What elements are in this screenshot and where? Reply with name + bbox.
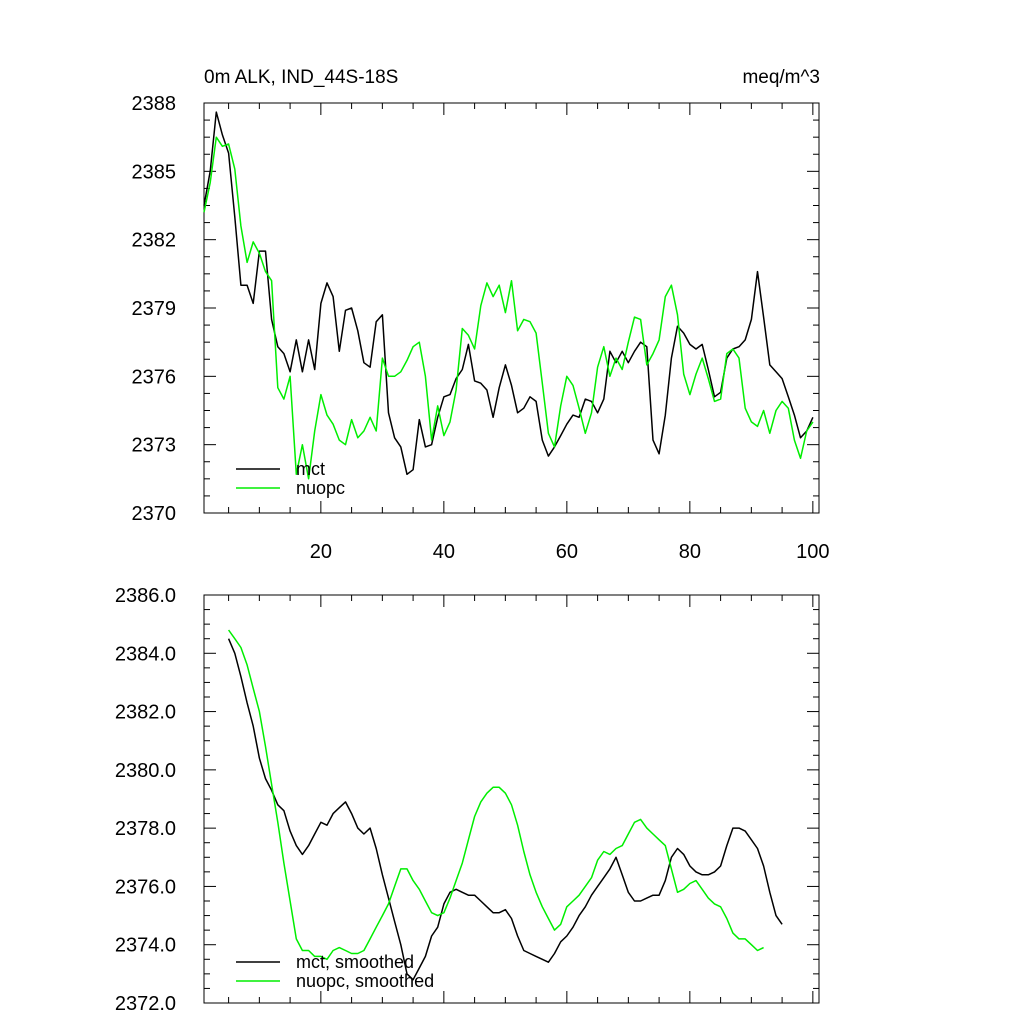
- bottom-legend: mct, smoothed nuopc, smoothed: [236, 952, 434, 991]
- top-title-left: 0m ALK, IND_44S-18S: [204, 67, 398, 88]
- series-line-mct-smoothed: [227, 638, 783, 981]
- x-tick-label: 20: [310, 541, 332, 563]
- y-tick-label: 2378.0: [115, 818, 176, 840]
- top-series: [203, 111, 814, 480]
- y-tick-label: 2379: [132, 298, 177, 320]
- top-title-right: meq/m^3: [742, 67, 820, 88]
- y-tick-label: 2370: [132, 503, 177, 525]
- legend-label-nuopc: nuopc: [296, 478, 345, 498]
- y-tick-label: 2384.0: [115, 643, 176, 665]
- series-line-mct: [203, 111, 814, 476]
- bottom-series: [227, 629, 783, 981]
- y-tick-label: 2374.0: [115, 935, 176, 957]
- y-tick-label: 2382.0: [115, 702, 176, 724]
- x-tick-label: 100: [796, 541, 829, 563]
- y-tick-label: 2376.0: [115, 876, 176, 898]
- bottom-ticks: 2372.0 2374.0 2376.0 2378.0 2380.0 2382.0 2384…: [115, 585, 819, 1015]
- y-tick-label: 2382: [132, 230, 177, 252]
- series-line-nuopc-smoothed: [227, 629, 764, 961]
- y-tick-label: 2376: [132, 366, 177, 388]
- top-legend: mct nuopc: [236, 459, 345, 498]
- legend-label-mct: mct: [296, 459, 325, 479]
- x-tick-label: 80: [679, 541, 701, 563]
- y-tick-label: 2373: [132, 435, 177, 457]
- top-panel: 0m ALK, IND_44S-18S meq/m^3 2370 2373 2376…: [132, 67, 830, 563]
- bottom-panel: 2372.0 2374.0 2376.0 2378.0 2380.0 2382.0 2384…: [115, 585, 820, 1015]
- y-tick-label: 2372.0: [115, 993, 176, 1015]
- top-plot-frame: [203, 102, 820, 514]
- y-tick-label: 2380.0: [115, 760, 176, 782]
- y-tick-label: 2385: [132, 161, 177, 183]
- legend-label-nuopc-smoothed: nuopc, smoothed: [296, 971, 434, 991]
- bottom-plot-frame: [203, 594, 820, 1004]
- y-tick-label: 2388: [132, 93, 177, 115]
- y-tick-label: 2386.0: [115, 585, 176, 607]
- top-ticks: 2370 2373 2376 2379 2382 2385 2388 20 40 60 80 100: [132, 93, 830, 563]
- legend-label-mct-smoothed: mct, smoothed: [296, 952, 414, 972]
- x-tick-label: 60: [556, 541, 578, 563]
- x-tick-label: 40: [433, 541, 455, 563]
- series-line-nuopc: [203, 136, 814, 480]
